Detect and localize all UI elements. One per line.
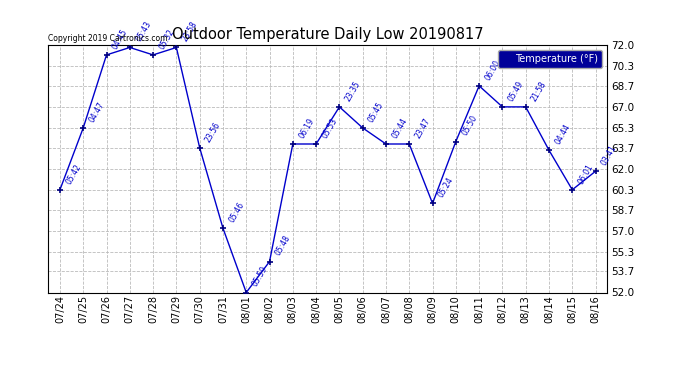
Text: 23:56: 23:56 [204,120,223,144]
Text: 21:58: 21:58 [530,80,549,103]
Text: 05:53: 05:53 [320,116,339,140]
Text: 04:44: 04:44 [553,123,572,146]
Text: 05:59: 05:59 [250,265,269,288]
Text: 06:19: 06:19 [297,116,316,140]
Text: 04:47: 04:47 [88,100,106,124]
Text: Copyright 2019 Cartronics.com: Copyright 2019 Cartronics.com [48,34,168,43]
Text: 23:47: 23:47 [413,116,432,140]
Text: 23:58: 23:58 [181,20,199,43]
Text: 05:50: 05:50 [460,114,479,137]
Text: 05:44: 05:44 [390,116,409,140]
Text: 05:49: 05:49 [506,79,525,103]
Text: 05:42: 05:42 [64,162,83,186]
Legend: Temperature (°F): Temperature (°F) [498,50,602,68]
Text: 05:32: 05:32 [157,27,176,51]
Text: 05:46: 05:46 [227,200,246,224]
Text: 05:24: 05:24 [437,176,455,199]
Text: 05:45: 05:45 [367,100,386,124]
Text: 06:00: 06:00 [483,58,502,82]
Text: 06:01: 06:01 [576,162,595,186]
Text: 23:35: 23:35 [344,79,362,103]
Text: 05:43: 05:43 [134,20,152,43]
Text: 03:41: 03:41 [600,144,618,167]
Title: Outdoor Temperature Daily Low 20190817: Outdoor Temperature Daily Low 20190817 [172,27,484,42]
Text: 04:45: 04:45 [110,27,130,51]
Text: 05:48: 05:48 [274,234,293,257]
